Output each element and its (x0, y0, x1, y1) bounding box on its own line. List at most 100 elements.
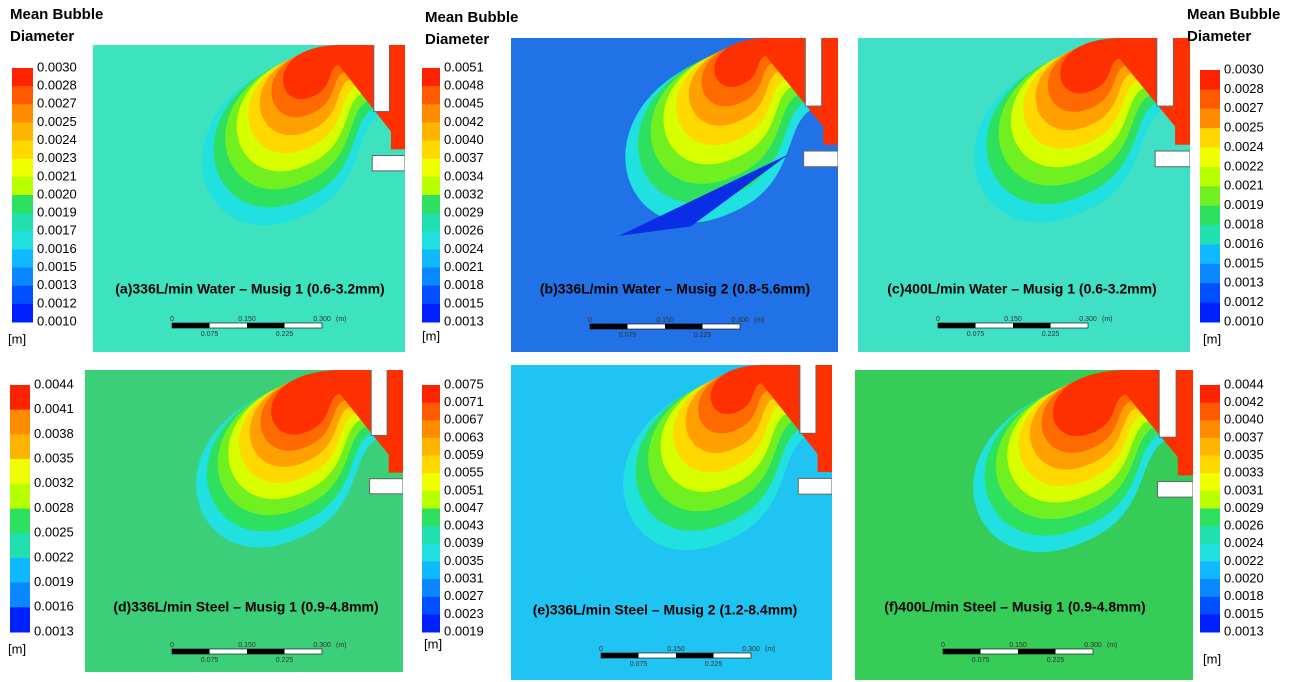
inlet (800, 364, 816, 433)
colorbar-swatch (422, 141, 440, 160)
colorbar-swatch (422, 195, 440, 214)
colorbar-label: 0.0055 (444, 465, 484, 480)
colorbar-label: 0.0040 (1224, 412, 1264, 427)
colorbar-label: 0.0024 (1224, 139, 1264, 154)
colorbar-label: 0.0040 (444, 132, 484, 147)
scale-bar-segment (601, 653, 639, 658)
colorbar-swatch (1200, 89, 1220, 109)
colorbar-swatch (1200, 491, 1220, 509)
colorbar-label: 0.0044 (34, 376, 74, 391)
scale-label: 0 (941, 642, 945, 649)
colorbar-label: 0.0039 (444, 535, 484, 550)
contour-plot (511, 364, 832, 680)
colorbar-label: 0.0042 (444, 114, 484, 129)
colorbar-swatch (422, 304, 440, 323)
colorbar-label: 0.0032 (444, 186, 484, 201)
colorbar-label: 0.0025 (1224, 120, 1264, 135)
colorbar-label: 0.0035 (34, 451, 74, 466)
scale-label: 0 (588, 317, 592, 324)
colorbar-swatch (10, 434, 30, 459)
contour-plot (85, 369, 403, 672)
colorbar-label: 0.0016 (37, 241, 77, 256)
colorbar-swatch (12, 177, 33, 196)
contour-plot (855, 369, 1193, 680)
scale-label: 0.150 (656, 317, 674, 324)
colorbar-label: 0.0017 (37, 223, 77, 238)
colorbar-label: 0.0023 (444, 606, 484, 621)
inlet-wall (391, 45, 405, 149)
colorbar-label: 0.0019 (1224, 197, 1264, 212)
panel: 0.00300.00280.00270.00250.00240.00220.00… (858, 6, 1280, 352)
legend-title: Diameter (10, 28, 74, 45)
nozzle (804, 151, 838, 167)
colorbar-swatch (1200, 526, 1220, 544)
scale-label: 0.225 (276, 331, 294, 338)
colorbar-label: 0.0034 (444, 168, 484, 183)
colorbar-label: 0.0024 (1224, 535, 1264, 550)
colorbar-swatch (10, 509, 30, 534)
scale-label: 0 (936, 316, 940, 323)
scale-label: 0.150 (238, 316, 256, 323)
colorbar-swatch (1200, 128, 1220, 148)
scale-label: (m) (754, 317, 765, 324)
scale-label: (m) (336, 316, 347, 323)
colorbar-label: 0.0029 (444, 205, 484, 220)
colorbar-label: 0.0071 (444, 394, 484, 409)
colorbar-swatch (422, 491, 440, 509)
colorbar-swatch (1200, 614, 1220, 632)
colorbar-unit: [m] (1203, 651, 1221, 666)
colorbar-label: 0.0030 (37, 59, 77, 74)
colorbar-swatch (1200, 186, 1220, 206)
colorbar-label: 0.0010 (37, 313, 77, 328)
colorbar-swatch (12, 86, 33, 105)
legend-title: Diameter (1187, 28, 1251, 45)
colorbar-unit: [m] (8, 641, 26, 656)
contour-plot (93, 44, 405, 352)
colorbar-swatch (422, 159, 440, 178)
colorbar-label: 0.0024 (444, 241, 484, 256)
nozzle (372, 156, 405, 171)
colorbar-swatch (1200, 438, 1220, 456)
colorbar-swatch (422, 86, 440, 105)
contour-plot (858, 37, 1190, 352)
colorbar-swatch (10, 607, 30, 632)
scale-label: 0.225 (276, 657, 294, 664)
colorbar-label: 0.0051 (444, 59, 484, 74)
colorbar-label: 0.0028 (34, 500, 74, 515)
colorbar-swatch (1200, 225, 1220, 245)
colorbar-label: 0.0022 (1224, 553, 1264, 568)
colorbar-label: 0.0019 (37, 205, 77, 220)
colorbar-label: 0.0022 (1224, 158, 1264, 173)
colorbar-swatch (10, 558, 30, 583)
colorbar-label: 0.0035 (1224, 447, 1264, 462)
colorbar-swatch (1200, 544, 1220, 562)
colorbar-swatch (422, 403, 440, 421)
scale-label: 0.075 (201, 331, 219, 338)
scale-label: 0.150 (238, 642, 256, 649)
colorbar-swatch (12, 195, 33, 214)
colorbar-label: 0.0075 (444, 376, 484, 391)
colorbar-swatch (422, 177, 440, 196)
inlet (805, 37, 821, 106)
colorbar-label: 0.0013 (34, 623, 74, 638)
scale-label: 0.150 (1009, 642, 1027, 649)
scale-label: 0.300 (731, 317, 749, 324)
colorbar-swatch (422, 249, 440, 268)
scale-bar-segment (590, 324, 628, 329)
scale-label: 0.075 (201, 657, 219, 664)
colorbar-swatch (12, 268, 33, 287)
colorbar-label: 0.0013 (444, 313, 484, 328)
colorbar-swatch (12, 249, 33, 268)
colorbar-unit: [m] (1203, 331, 1221, 346)
panel: 0.00440.00420.00400.00370.00350.00330.00… (855, 369, 1264, 680)
scale-label: (m) (336, 642, 347, 649)
colorbar-unit: [m] (424, 636, 442, 651)
colorbar-swatch (422, 526, 440, 544)
colorbar-label: 0.0032 (34, 475, 74, 490)
colorbar-swatch (1200, 509, 1220, 527)
contour-plot (511, 37, 838, 352)
scale-bar-segment (943, 649, 981, 654)
colorbar-label: 0.0013 (1224, 623, 1264, 638)
colorbar-swatch (1200, 456, 1220, 474)
colorbar-swatch (12, 231, 33, 250)
